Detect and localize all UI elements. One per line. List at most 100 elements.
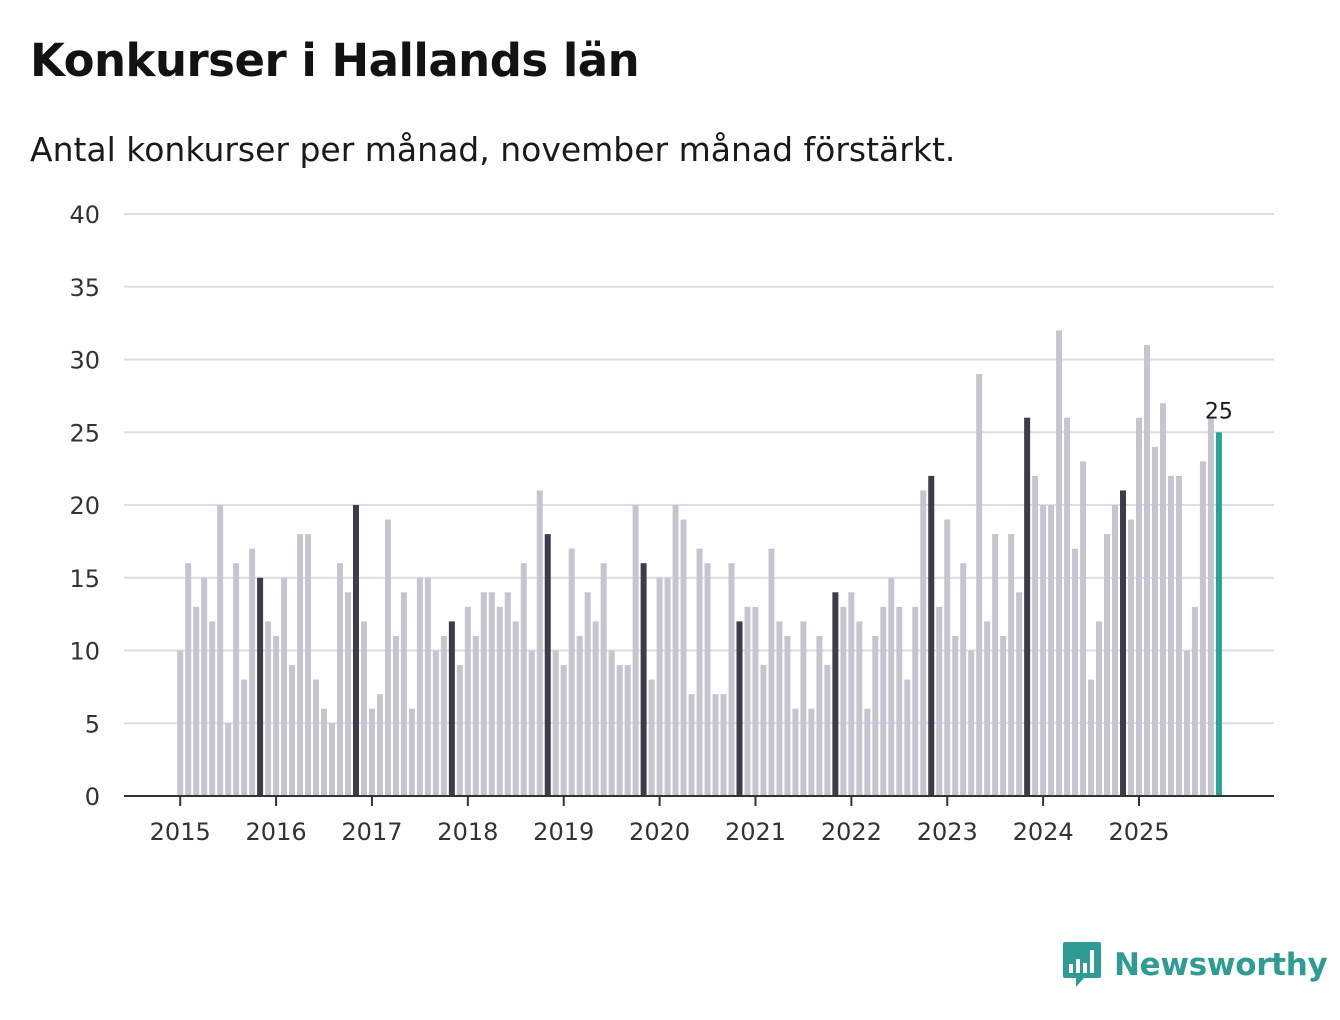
bar [1151,446,1158,796]
bar-latest [1215,432,1222,796]
bar [1072,548,1079,796]
bar [904,679,911,796]
y-tick-label: 0 [85,783,100,811]
bar [1143,344,1150,796]
bar [896,606,903,796]
x-tick-label: 2017 [341,818,402,846]
bar [944,519,951,796]
bar [1088,679,1095,796]
x-tick-label: 2020 [629,818,690,846]
bar [384,519,391,796]
bar [337,563,343,796]
x-tick-label: 2022 [821,818,882,846]
bar [416,577,423,796]
bar [392,635,399,796]
bar [408,708,415,796]
bar [217,505,224,796]
bar [464,606,471,796]
bar [201,577,208,796]
bar [1104,534,1111,796]
bar [920,490,927,796]
bar [936,606,943,796]
bar [960,563,967,796]
bar [1112,505,1119,796]
y-axis-labels: 0 5 10 15 20 25 30 35 40 [69,201,100,811]
bar [984,621,991,796]
bar-november [928,475,935,796]
y-tick-label: 10 [69,638,100,666]
bar [233,563,240,796]
bar [400,592,407,796]
bar [1016,592,1023,796]
bar [1199,461,1206,796]
bar [249,548,256,796]
bar [512,621,519,796]
x-axis [124,795,1274,806]
bar [472,635,479,796]
bar [632,505,639,796]
bar [520,563,527,796]
bar [600,563,607,796]
bar [368,708,375,796]
bar-november [352,505,359,796]
bar [480,592,487,796]
bar [952,635,959,796]
bar [1159,403,1166,796]
bar [1008,534,1015,796]
bar [800,621,807,796]
bar [880,606,887,796]
newsworthy-brand[interactable]: Newsworthy [1062,940,1328,990]
latest-value-label: 25 [1205,399,1233,424]
bar [305,534,312,796]
x-tick-label: 2016 [246,818,307,846]
bar-november [736,621,743,796]
bar [552,650,559,796]
bar [976,374,983,796]
bar [1191,606,1198,796]
bar [424,577,431,796]
bar [848,592,855,796]
bar [241,679,248,796]
bar [344,592,351,796]
bar [1096,621,1103,796]
bar [1167,475,1174,796]
bar [297,534,304,796]
bar [840,606,847,796]
bar [560,665,567,796]
bar [1000,635,1007,796]
bar [273,635,280,796]
bar [185,563,192,796]
y-tick-label: 20 [69,492,100,520]
x-tick-label: 2018 [437,818,498,846]
bar [864,708,871,796]
bar [1136,417,1142,796]
bar [1183,650,1190,796]
bar [616,665,623,796]
bar [281,577,288,796]
y-tick-label: 30 [69,347,100,375]
bar [824,665,831,796]
bar [912,606,919,796]
bar [496,606,503,796]
bar [792,708,799,796]
bar [456,665,463,796]
bar-november [640,563,647,796]
bar [696,548,703,796]
bar [680,519,687,796]
bar [225,723,232,796]
bar [584,592,591,796]
newsworthy-logo-icon [1063,942,1101,987]
x-tick-label: 2021 [725,818,786,846]
bar [784,635,791,796]
x-tick-label: 2015 [150,818,211,846]
bar [704,563,711,796]
bar [329,723,336,796]
bar-november [448,621,455,796]
bar [289,665,296,796]
bar [177,650,184,796]
bar [568,548,575,796]
bar [608,650,615,796]
bar [1080,461,1087,796]
bar [856,621,863,796]
